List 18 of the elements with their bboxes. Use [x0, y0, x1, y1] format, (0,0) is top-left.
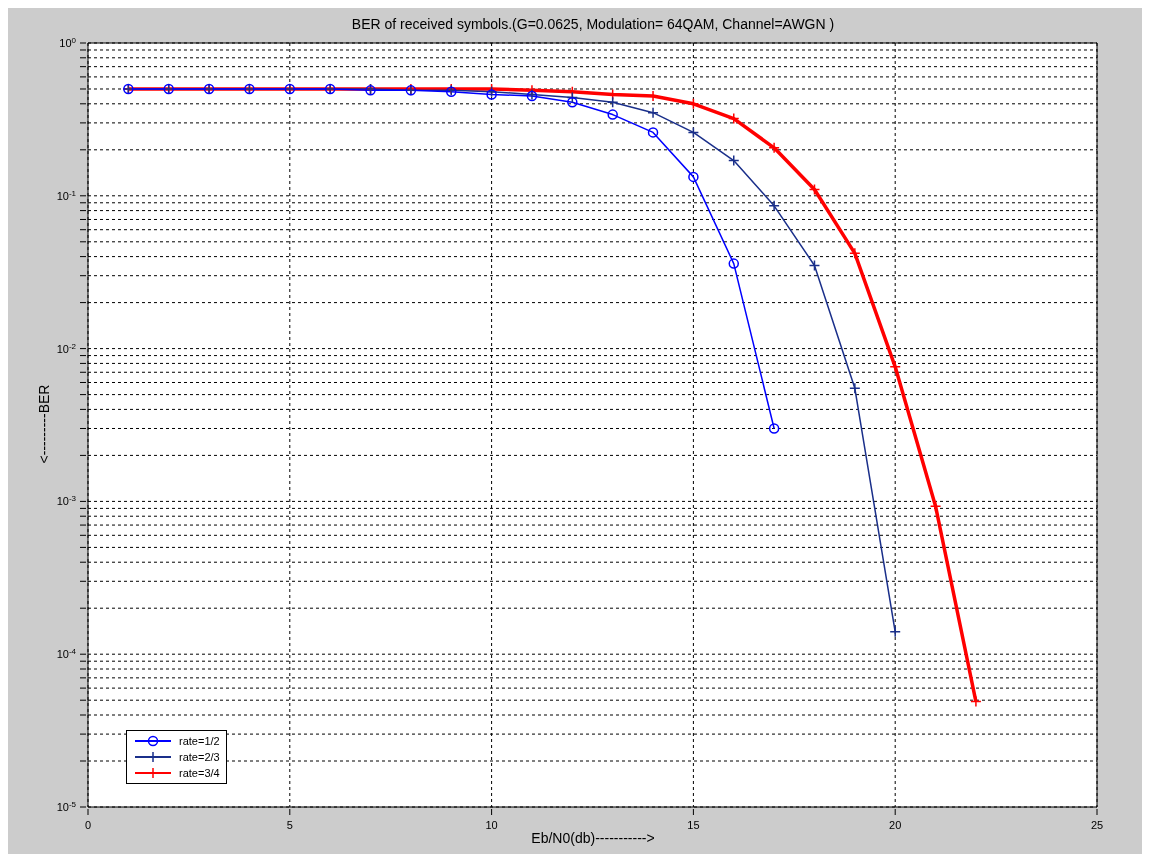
x-tick-label: 10	[485, 819, 498, 831]
legend-label: rate=1/2	[179, 734, 220, 749]
y-tick-label: 10$^{-5}$	[56, 799, 77, 813]
x-tick-label: 0	[84, 819, 92, 831]
x-tick-label: 20	[889, 819, 902, 831]
legend-label: rate=2/3	[179, 750, 220, 765]
chart-title: BER of received symbols.(G=0.0625, Modulation= 64QAM, Channel=AWGN )	[350, 16, 836, 32]
x-tick-label: 5	[286, 819, 293, 831]
y-tick-label: 10$^{-4}$	[56, 646, 77, 661]
y-tick-label: 10$^{-1}$	[56, 188, 77, 202]
y-axis-title: <---------BER	[36, 384, 52, 464]
x-axis-title: Eb/N0(db)----------->	[530, 830, 656, 846]
y-tick-label: 10$^{-3}$	[56, 493, 77, 508]
x-tick-label: 15	[687, 819, 700, 831]
y-tick-label: 10$^{-2}$	[56, 341, 77, 355]
legend-label: rate=3/4	[179, 766, 220, 781]
y-tick-label: 10$^{0}$	[59, 35, 77, 49]
x-tick-label: 25	[1090, 819, 1104, 831]
